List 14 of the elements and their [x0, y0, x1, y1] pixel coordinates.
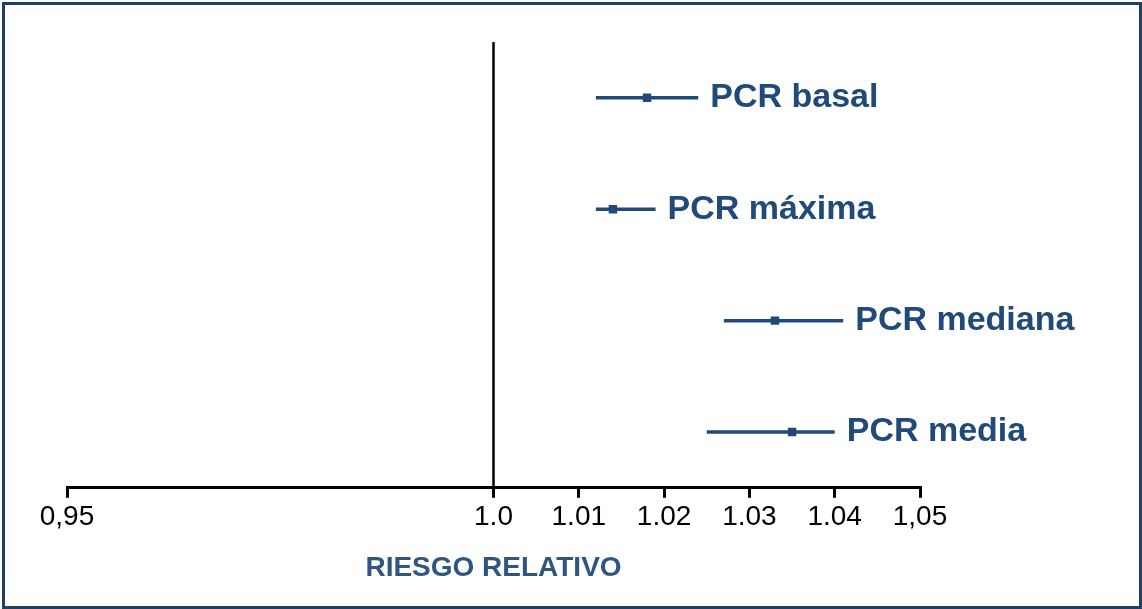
y-tick-label: PCR basal: [710, 76, 879, 115]
x-tick-label: 1.04: [807, 500, 862, 532]
y-tick-label: PCR media: [846, 410, 1028, 449]
y-tick-label: PCR máxima: [667, 187, 877, 226]
point: [770, 316, 780, 325]
x-tick-label: 1.03: [722, 500, 777, 532]
x-axis-title: RIESGO RELATIVO: [365, 550, 622, 582]
x-tick-label: 1,05: [892, 500, 948, 532]
x-tick-label: 0,95: [39, 500, 95, 532]
y-tick-label: PCR mediana: [855, 299, 1076, 337]
point: [642, 93, 652, 102]
x-tick-label: 1.02: [636, 500, 692, 532]
x-tick-label: 1.0: [474, 500, 513, 532]
x-tick-label: 1.01: [551, 500, 607, 532]
